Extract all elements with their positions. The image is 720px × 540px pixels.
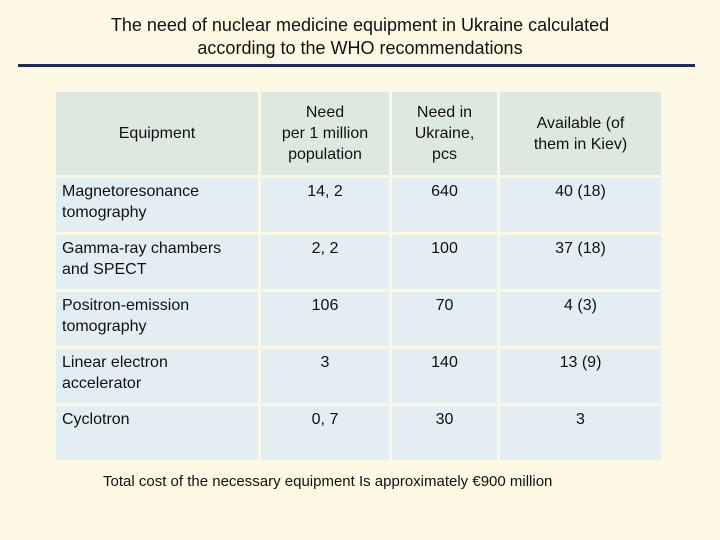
header-available: Available (of them in Kiev) [497, 89, 664, 178]
need-per-million-cell: 106 [258, 289, 392, 349]
equipment-name-cell: Linear electron accelerator [53, 346, 261, 406]
need-in-ukraine-cell: 100 [389, 232, 500, 292]
need-in-ukraine-cell: 640 [389, 175, 500, 235]
table-header-row: Equipment Need per 1 million population … [53, 89, 664, 178]
available-cell: 4 (3) [497, 289, 664, 349]
available-cell: 37 (18) [497, 232, 664, 292]
header-text: pcs [432, 146, 457, 163]
equipment-name: accelerator [62, 375, 142, 392]
equipment-name-cell: Magnetoresonance tomography [53, 175, 261, 235]
equipment-name-cell: Cyclotron [53, 403, 261, 463]
need-per-million-cell: 0, 7 [258, 403, 392, 463]
equipment-name-cell: Positron-emission tomography [53, 289, 261, 349]
header-text: per 1 million [281, 125, 369, 142]
equipment-table: Equipment Need per 1 million population … [53, 89, 664, 463]
equipment-name: tomography [62, 204, 147, 221]
equipment-name-cell: Gamma-ray chambers and SPECT [53, 232, 261, 292]
table-row: Gamma-ray chambers and SPECT 2, 2 100 37… [53, 232, 664, 292]
header-text: population [288, 146, 362, 163]
header-text: Available (of [536, 114, 625, 132]
need-in-ukraine-cell: 30 [389, 403, 500, 463]
table-row: Magnetoresonance tomography 14, 2 640 40… [53, 175, 664, 235]
need-in-ukraine-cell: 140 [389, 346, 500, 406]
header-text: Equipment [118, 125, 196, 142]
title-line-1: The need of nuclear medicine equipment i… [110, 15, 610, 35]
available-cell: 13 (9) [497, 346, 664, 406]
header-text: Need [305, 104, 345, 121]
equipment-name: Gamma-ray chambers [62, 240, 222, 257]
header-need-per-million: Need per 1 million population [258, 89, 392, 178]
title-line-2: according to the WHO recommendations [197, 38, 523, 58]
need-per-million-cell: 2, 2 [258, 232, 392, 292]
header-text: them in Kiev) [533, 135, 628, 153]
need-per-million-cell: 3 [258, 346, 392, 406]
need-per-million-cell: 14, 2 [258, 175, 392, 235]
equipment-name: Positron-emission [62, 297, 190, 314]
header-text: Need in [416, 104, 473, 121]
header-text: Ukraine, [414, 125, 475, 142]
slide-title: The need of nuclear medicine equipment i… [0, 14, 720, 60]
need-in-ukraine-cell: 70 [389, 289, 500, 349]
equipment-name: Cyclotron [62, 411, 130, 428]
equipment-name: and SPECT [62, 261, 147, 278]
equipment-name: Magnetoresonance [62, 183, 199, 200]
table-row: Linear electron accelerator 3 140 13 (9) [53, 346, 664, 406]
available-cell: 3 [497, 403, 664, 463]
title-divider [18, 64, 695, 67]
equipment-name: tomography [62, 318, 147, 335]
available-cell: 40 (18) [497, 175, 664, 235]
header-equipment: Equipment [53, 89, 261, 178]
total-cost-note: Total cost of the necessary equipment Is… [103, 473, 553, 490]
equipment-name: Linear electron [62, 354, 168, 371]
header-need-in-ukraine: Need in Ukraine, pcs [389, 89, 500, 178]
table-row: Positron-emission tomography 106 70 4 (3… [53, 289, 664, 349]
table-row: Cyclotron 0, 7 30 3 [53, 403, 664, 463]
